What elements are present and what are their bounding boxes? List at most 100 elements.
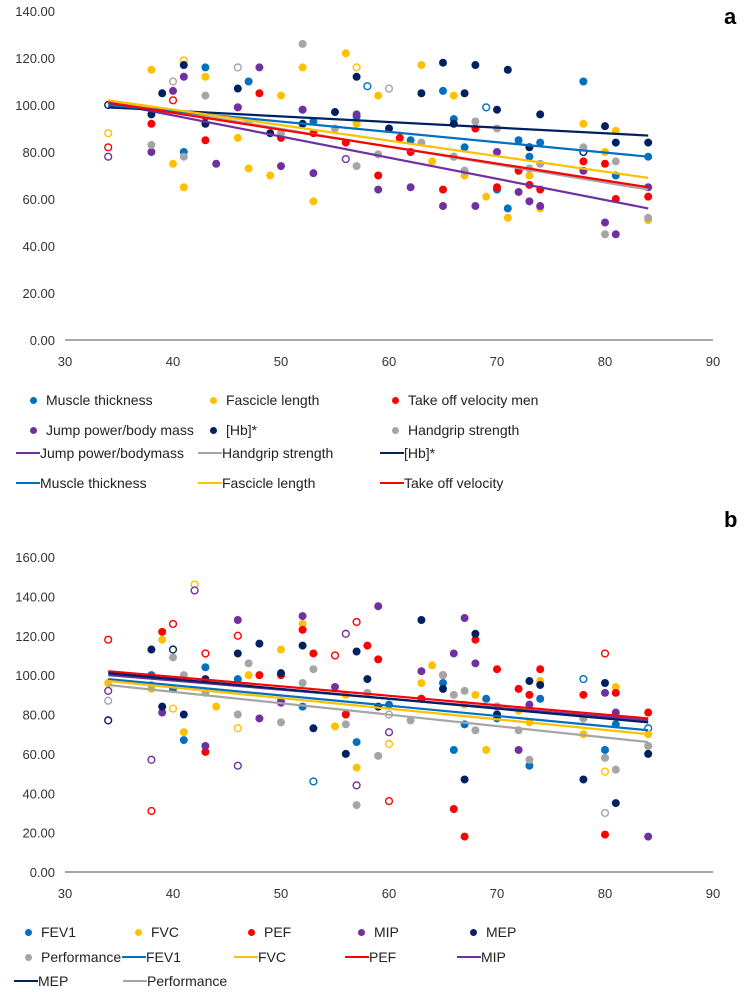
data-point [601,218,609,227]
data-point [471,61,480,70]
data-point [190,586,199,595]
data-point [255,89,264,98]
legend-marker-line-icon [198,482,222,485]
data-point [493,710,501,719]
data-point [449,690,458,699]
data-point [514,136,523,145]
data-point [482,745,491,754]
x-tick-label: 70 [490,886,504,901]
legend-marker-line-icon [457,956,481,959]
y-tick-label: 40.00 [22,786,55,801]
y-tick-label: 20.00 [22,286,55,301]
data-point [611,230,620,239]
data-point [266,171,275,180]
data-point [482,192,491,201]
legend-marker-dot-icon [135,928,142,936]
data-point [233,84,242,93]
legend-marker-line-icon [380,452,404,455]
data-point [439,679,447,687]
legend-item: Performance [21,949,121,965]
data-point [104,716,113,725]
data-point [179,72,188,81]
data-point [158,708,167,717]
x-tick-label: 40 [166,886,180,901]
data-point [384,797,394,806]
data-point [439,58,447,67]
data-point [417,667,426,676]
data-point [471,629,480,638]
legend-label: Muscle thickness [46,392,153,408]
legend-label: PEF [264,924,292,940]
trendline [107,101,649,210]
data-point [179,710,188,719]
legend-label: MEP [486,924,517,940]
data-point [309,649,318,658]
data-point [600,767,610,776]
data-point [493,105,501,114]
data-point [298,105,307,114]
y-tick-label: 120.00 [15,629,55,644]
y-tick-label: 0.00 [30,333,55,348]
data-point [201,747,210,756]
panel-label-b: b [724,507,738,532]
data-point [460,686,469,695]
data-point [482,103,491,112]
legend-label: MEP [38,973,69,989]
x-tick-label: 30 [58,354,72,369]
data-point [201,136,210,145]
data-point [611,138,620,147]
data-point [179,183,188,192]
data-point [601,679,609,687]
data-point [644,213,653,222]
legend-label: Fascicle length [226,392,320,408]
data-point [428,661,437,670]
data-point [169,86,177,95]
data-point [244,659,253,668]
data-point [233,710,242,719]
data-point [644,138,653,147]
y-tick-label: 160.00 [15,550,55,565]
data-point [233,724,242,733]
legend-marker-dot-icon [470,928,477,936]
data-point [147,806,156,816]
data-point [104,686,113,695]
data-point [611,157,620,166]
data-point [493,183,501,192]
data-point [439,671,447,680]
data-point [298,641,307,650]
data-point [363,641,372,650]
y-tick-label: 80.00 [22,708,55,723]
data-point [309,777,318,786]
data-point [449,745,458,754]
data-point [104,635,113,644]
legend-marker-line-icon [198,452,222,455]
legend-label: Fascicle length [222,475,316,491]
y-tick-label: 120.00 [15,51,55,66]
legend-marker-dot-icon [210,426,217,434]
legend-item: MIP [457,949,506,965]
data-point [384,739,394,749]
trendline [108,670,649,720]
legend-item: FVC [131,924,179,940]
data-point [309,169,318,178]
data-point [309,197,318,206]
legend-item: MIP [354,924,399,940]
y-tick-label: 80.00 [22,145,55,160]
legend-marker-dot-icon [30,426,37,434]
legend-marker-line-icon [380,482,404,485]
data-point [179,152,188,161]
data-point [471,635,480,644]
data-point [471,659,480,668]
data-point [255,671,264,680]
data-point [525,197,534,206]
data-point [233,63,242,72]
data-point [503,213,512,222]
legend-label: Handgrip strength [408,422,520,438]
data-point [169,653,177,662]
data-point [104,696,113,705]
panel-label-a: a [724,4,737,29]
x-tick-label: 70 [490,354,504,369]
data-point [601,753,609,762]
